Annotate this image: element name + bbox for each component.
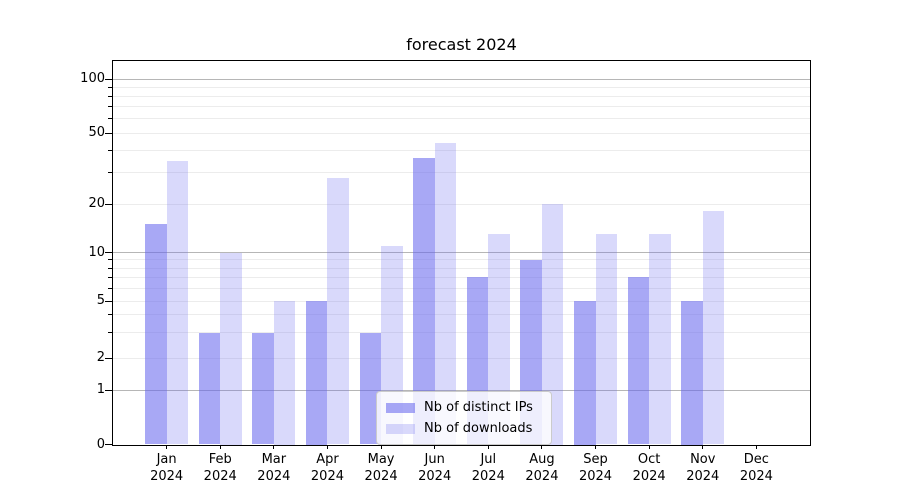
bar-distinct-ips	[252, 332, 274, 445]
gridline-minor	[113, 332, 810, 334]
x-tick	[326, 445, 328, 449]
gridline-major	[113, 78, 810, 80]
y-tick-label: 50	[88, 125, 105, 140]
y-tick-minor	[108, 118, 112, 120]
y-tick-label: 20	[88, 196, 105, 211]
x-tick-label: Jun 2024	[418, 452, 452, 484]
bar-distinct-ips	[198, 332, 221, 445]
legend-item-downloads: Nb of downloads	[386, 419, 541, 438]
x-tick-label: Jan 2024	[150, 452, 184, 484]
y-tick-minor	[108, 106, 112, 108]
y-tick-minor	[108, 287, 112, 289]
y-tick-minor	[108, 259, 112, 261]
y-tick-minor	[108, 86, 112, 88]
x-tick-label: May 2024	[364, 452, 398, 484]
x-tick	[166, 445, 168, 449]
x-tick	[219, 445, 221, 449]
x-tick-label: Mar 2024	[257, 452, 291, 484]
gridline-minor	[113, 149, 810, 151]
y-tick-minor	[108, 95, 112, 97]
y-tick-minor	[108, 267, 112, 269]
y-tick-label: 5	[96, 293, 105, 308]
gridline-minor	[113, 276, 810, 278]
y-tick-label: 100	[80, 71, 105, 86]
legend-swatch-downloads	[386, 423, 415, 434]
y-tick-label: 0	[96, 436, 105, 452]
x-tick-label: Apr 2024	[310, 452, 344, 484]
y-tick	[105, 357, 112, 359]
y-tick	[105, 300, 112, 302]
x-tick	[541, 445, 543, 449]
bar-distinct-ips	[305, 301, 328, 445]
gridline-minor	[113, 118, 810, 120]
bar-downloads	[273, 301, 296, 445]
x-tick	[434, 445, 436, 449]
legend-label-downloads: Nb of downloads	[424, 421, 533, 436]
bar-downloads	[702, 211, 725, 445]
gridline-minor	[113, 203, 810, 205]
y-tick-minor	[108, 332, 112, 334]
gridline-major	[113, 389, 810, 391]
x-tick	[380, 445, 382, 449]
x-tick-label: Nov 2024	[686, 452, 720, 484]
y-tick-minor	[108, 276, 112, 278]
y-tick-minor	[108, 149, 112, 151]
bar-downloads	[595, 234, 618, 445]
y-tick	[105, 78, 112, 80]
bar-distinct-ips	[574, 301, 596, 445]
legend: Nb of distinct IPs Nb of downloads	[376, 391, 552, 445]
gridline-minor	[113, 357, 810, 359]
x-tick-label: Jul 2024	[471, 452, 505, 484]
gridline-minor	[113, 259, 810, 261]
gridline-minor	[113, 172, 810, 174]
legend-swatch-distinct-ips	[386, 402, 415, 413]
y-tick	[105, 203, 112, 205]
x-tick	[595, 445, 597, 449]
bar-downloads	[166, 160, 189, 445]
bar-distinct-ips	[145, 224, 167, 445]
bar-downloads	[220, 252, 242, 445]
gridline-minor	[113, 86, 810, 88]
y-tick-minor	[108, 314, 112, 316]
gridline-minor	[113, 95, 810, 97]
bar-downloads	[649, 234, 671, 445]
y-tick-minor	[108, 172, 112, 174]
x-tick	[755, 445, 757, 449]
x-tick	[487, 445, 489, 449]
x-tick-label: Dec 2024	[739, 452, 773, 484]
gridline-minor	[113, 106, 810, 108]
chart-title: forecast 2024	[406, 35, 517, 54]
x-tick	[702, 445, 704, 449]
x-tick-label: Feb 2024	[203, 452, 237, 484]
bar-distinct-ips	[359, 332, 382, 445]
x-tick-label: Aug 2024	[525, 452, 559, 484]
bar-downloads	[541, 204, 564, 445]
bar-downloads	[327, 177, 349, 445]
legend-item-distinct-ips: Nb of distinct IPs	[386, 398, 541, 417]
bar-downloads	[434, 142, 457, 445]
gridline-major	[113, 252, 810, 253]
y-tick-label: 2	[96, 350, 105, 365]
gridline-minor	[113, 132, 810, 134]
legend-label-distinct-ips: Nb of distinct IPs	[424, 400, 533, 415]
x-tick	[648, 445, 650, 449]
x-tick	[273, 445, 275, 449]
x-tick-label: Oct 2024	[632, 452, 666, 484]
x-tick-label: Sep 2024	[578, 452, 613, 484]
bar-distinct-ips	[681, 301, 703, 445]
y-tick	[105, 252, 112, 253]
y-tick	[105, 132, 112, 134]
y-tick	[105, 444, 112, 445]
plot-area	[112, 60, 811, 446]
y-tick	[105, 389, 112, 391]
y-tick-label: 10	[88, 244, 105, 260]
gridline-minor	[113, 300, 810, 302]
gridline-minor	[113, 267, 810, 269]
bar-distinct-ips	[413, 158, 435, 445]
y-tick-label: 1	[96, 382, 105, 397]
bar-distinct-ips	[627, 277, 650, 445]
gridline-minor	[113, 287, 810, 289]
gridline-minor	[113, 314, 810, 316]
